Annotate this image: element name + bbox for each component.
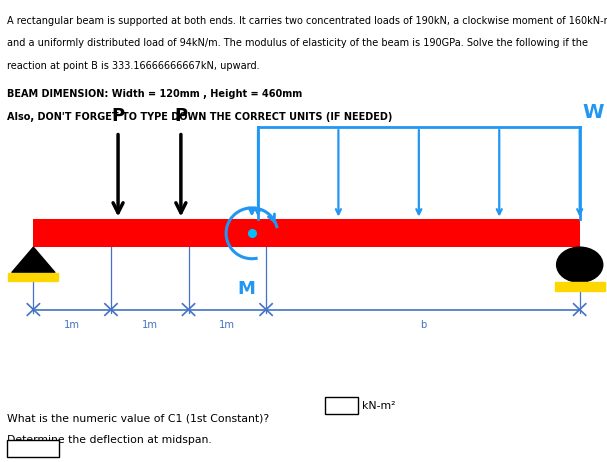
Bar — [8, 273, 58, 281]
Text: M: M — [237, 280, 255, 298]
Text: What is the numeric value of C1 (1st Constant)?: What is the numeric value of C1 (1st Con… — [7, 413, 270, 424]
Text: P: P — [112, 107, 124, 125]
Text: reaction at point B is 333.16666666667kN, upward.: reaction at point B is 333.16666666667kN… — [7, 61, 260, 71]
Text: and a uniformly distributed load of 94kN/m. The modulus of elasticity of the bea: and a uniformly distributed load of 94kN… — [7, 38, 588, 49]
Text: W: W — [583, 103, 604, 122]
Text: Also, DON'T FORGET TO TYPE DOWN THE CORRECT UNITS (IF NEEDED): Also, DON'T FORGET TO TYPE DOWN THE CORR… — [7, 111, 393, 122]
Text: A rectangular beam is supported at both ends. It carries two concentrated loads : A rectangular beam is supported at both … — [7, 16, 607, 26]
Polygon shape — [12, 247, 55, 273]
Text: b: b — [420, 320, 426, 330]
Text: 1m: 1m — [219, 320, 236, 330]
Bar — [325, 397, 358, 414]
Text: 1m: 1m — [64, 320, 80, 330]
Bar — [7, 440, 59, 457]
Text: P: P — [174, 107, 188, 125]
Text: Determine the deflection at midspan.: Determine the deflection at midspan. — [7, 435, 212, 445]
Text: kN-m²: kN-m² — [362, 401, 396, 411]
Bar — [555, 282, 605, 291]
Circle shape — [557, 247, 603, 282]
Text: BEAM DIMENSION: Width = 120mm , Height = 460mm: BEAM DIMENSION: Width = 120mm , Height =… — [7, 89, 302, 99]
Text: 1m: 1m — [142, 320, 158, 330]
Bar — [33, 219, 580, 247]
